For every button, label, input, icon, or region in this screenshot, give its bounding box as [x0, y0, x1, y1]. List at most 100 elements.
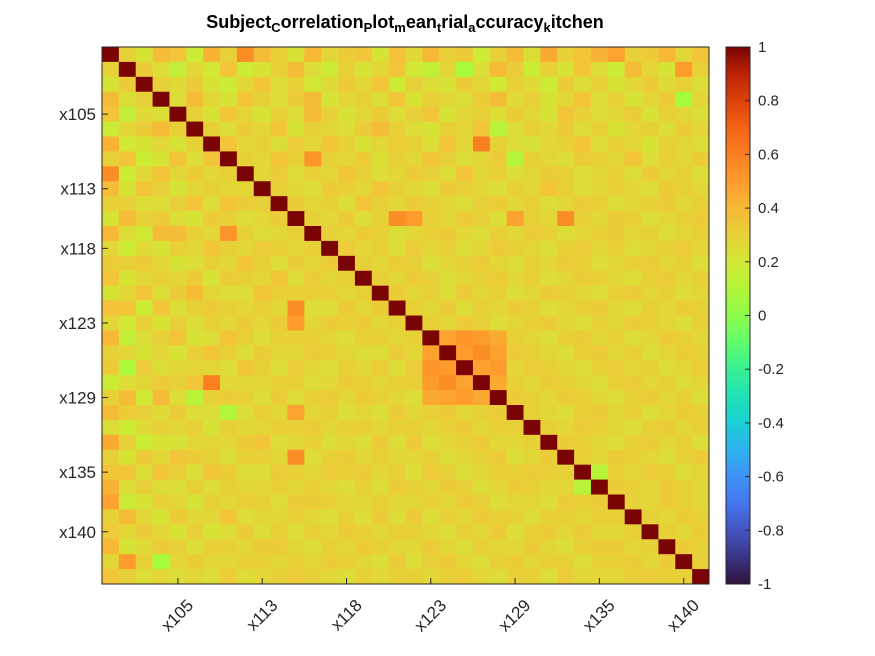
heatmap-cell: [270, 464, 288, 481]
heatmap-cell: [236, 47, 255, 63]
heatmap-cell: [287, 419, 305, 436]
heatmap-cell: [422, 345, 440, 361]
heatmap-cell: [540, 226, 558, 242]
heatmap-cell: [422, 419, 440, 436]
heatmap-cell: [220, 270, 238, 287]
heatmap-cell: [658, 390, 676, 406]
heatmap-cell: [641, 211, 659, 227]
heatmap-cell: [692, 255, 710, 272]
heatmap-cell: [540, 181, 558, 197]
heatmap-cell: [270, 240, 288, 257]
heatmap-cell: [388, 240, 406, 257]
heatmap-cell: [338, 91, 356, 108]
heatmap-cell: [220, 509, 238, 525]
heatmap-cell: [607, 569, 626, 585]
heatmap-cell: [439, 76, 457, 93]
heatmap-cell: [506, 270, 525, 287]
heatmap-cell: [102, 360, 120, 376]
heatmap-cell: [354, 47, 373, 63]
heatmap-cell: [557, 196, 575, 212]
heatmap-cell: [590, 255, 609, 272]
heatmap-cell: [624, 181, 643, 197]
heatmap-cell: [186, 479, 204, 495]
heatmap-cell: [135, 539, 154, 555]
heatmap-cell: [489, 360, 508, 376]
heatmap-cell: [574, 285, 592, 302]
heatmap-cell: [624, 61, 643, 78]
heatmap-cell: [118, 196, 137, 212]
heatmap-cell: [354, 285, 373, 302]
heatmap-cell: [692, 479, 710, 495]
heatmap-cell: [338, 196, 356, 212]
heatmap-cell: [675, 330, 693, 346]
heatmap-cell: [506, 285, 525, 302]
heatmap-cell: [523, 405, 541, 421]
heatmap-cell: [203, 345, 221, 361]
heatmap-cell: [641, 226, 659, 242]
heatmap-cell: [574, 375, 592, 391]
heatmap-cell: [354, 345, 373, 361]
heatmap-cell: [118, 255, 137, 272]
heatmap-cell: [557, 240, 575, 257]
heatmap-cell: [489, 270, 508, 287]
heatmap-cell: [557, 181, 575, 197]
heatmap-cell: [169, 47, 187, 63]
heatmap-cell: [405, 405, 423, 421]
heatmap-cell: [489, 390, 508, 406]
heatmap-cell: [304, 390, 322, 406]
heatmap-cell: [354, 211, 373, 227]
heatmap-cell: [253, 196, 272, 212]
heatmap-cell: [658, 315, 676, 331]
heatmap-cell: [354, 136, 373, 152]
heatmap-cell: [472, 345, 491, 361]
heatmap-cell: [624, 524, 643, 540]
heatmap-cell: [287, 106, 305, 123]
heatmap-cell: [456, 255, 474, 272]
heatmap-cell: [540, 151, 558, 167]
heatmap-cell: [321, 330, 339, 346]
heatmap-cell: [203, 211, 221, 227]
heatmap-cell: [186, 151, 204, 167]
heatmap-cell: [557, 226, 575, 242]
heatmap-cell: [540, 136, 558, 152]
heatmap-cell: [692, 226, 710, 242]
heatmap-cell: [692, 345, 710, 361]
heatmap-cell: [523, 181, 541, 197]
heatmap-cell: [506, 330, 525, 346]
heatmap-cell: [557, 360, 575, 376]
heatmap-cell: [186, 419, 204, 436]
heatmap-cell: [169, 196, 187, 212]
heatmap-cell: [203, 509, 221, 525]
heatmap-cell: [658, 419, 676, 436]
heatmap-cell: [456, 315, 474, 331]
heatmap-cell: [287, 375, 305, 391]
heatmap-cell: [220, 211, 238, 227]
heatmap-cell: [675, 360, 693, 376]
heatmap-cell: [203, 240, 221, 257]
heatmap-cell: [321, 211, 339, 227]
heatmap-cell: [354, 315, 373, 331]
heatmap-cell: [354, 509, 373, 525]
heatmap-cell: [439, 539, 457, 555]
heatmap-cell: [624, 360, 643, 376]
heatmap-cell: [321, 106, 339, 123]
heatmap-cell: [624, 539, 643, 555]
heatmap-cell: [321, 196, 339, 212]
heatmap-cell: [287, 315, 305, 331]
heatmap-cell: [489, 494, 508, 510]
heatmap-cell: [371, 76, 390, 93]
heatmap-cell: [590, 121, 609, 137]
heatmap-cell: [169, 211, 187, 227]
heatmap-cell: [405, 315, 423, 331]
heatmap-cell: [456, 196, 474, 212]
heatmap-cell: [523, 255, 541, 272]
heatmap-cell: [220, 464, 238, 481]
heatmap-cell: [540, 390, 558, 406]
heatmap-cell: [270, 270, 288, 287]
plot-frame: [101, 46, 710, 585]
heatmap-cell: [203, 270, 221, 287]
heatmap-cell: [253, 136, 272, 152]
heatmap-cell: [456, 240, 474, 257]
heatmap-cell: [388, 464, 406, 481]
heatmap-cell: [321, 390, 339, 406]
